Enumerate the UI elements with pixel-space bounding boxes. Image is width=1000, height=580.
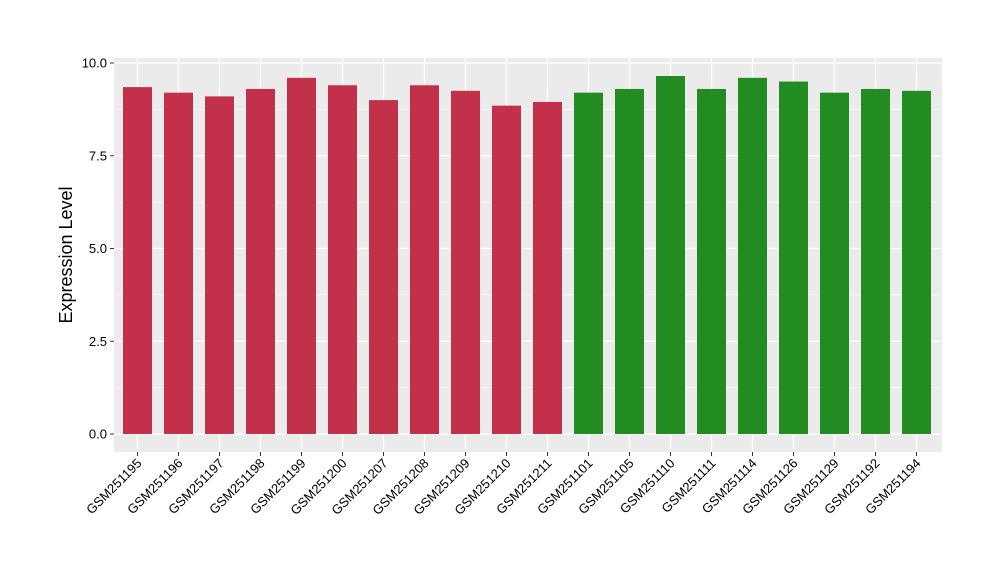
bar-GSM251196 xyxy=(164,92,193,435)
bar-GSM251126 xyxy=(779,81,808,435)
bar-GSM251194 xyxy=(902,90,931,434)
bar-GSM251101 xyxy=(574,92,603,435)
x-axis: GSM251195GSM251196GSM251197GSM251198GSM2… xyxy=(83,452,924,518)
y-axis: 0.0 2.5 5.0 7.5 10.0 xyxy=(82,56,114,442)
bar-GSM251129 xyxy=(820,92,849,435)
bar-GSM251199 xyxy=(287,77,316,434)
plot-panel xyxy=(114,58,942,452)
y-tick-label: 0.0 xyxy=(89,427,107,442)
bar-GSM251209 xyxy=(451,90,480,434)
y-axis-title: Expression Level xyxy=(56,186,76,323)
y-tick-label: 5.0 xyxy=(89,241,107,256)
y-tick-label: 2.5 xyxy=(89,334,107,349)
y-tick-label: 10.0 xyxy=(82,56,107,71)
bar-GSM251105 xyxy=(615,88,644,434)
bar-GSM251110 xyxy=(656,75,685,435)
bar-GSM251211 xyxy=(533,101,562,434)
bar-GSM251192 xyxy=(861,88,890,434)
bar-GSM251111 xyxy=(697,88,726,434)
bar-GSM251210 xyxy=(492,105,521,434)
bar-GSM251198 xyxy=(246,88,275,434)
bar-GSM251195 xyxy=(123,87,152,435)
bar-GSM251114 xyxy=(738,77,767,434)
bar-GSM251207 xyxy=(369,100,398,434)
bars xyxy=(123,75,931,435)
bar-GSM251197 xyxy=(205,96,234,434)
bar-GSM251208 xyxy=(410,85,439,434)
bar-GSM251200 xyxy=(328,85,357,434)
y-tick-label: 7.5 xyxy=(89,148,107,163)
